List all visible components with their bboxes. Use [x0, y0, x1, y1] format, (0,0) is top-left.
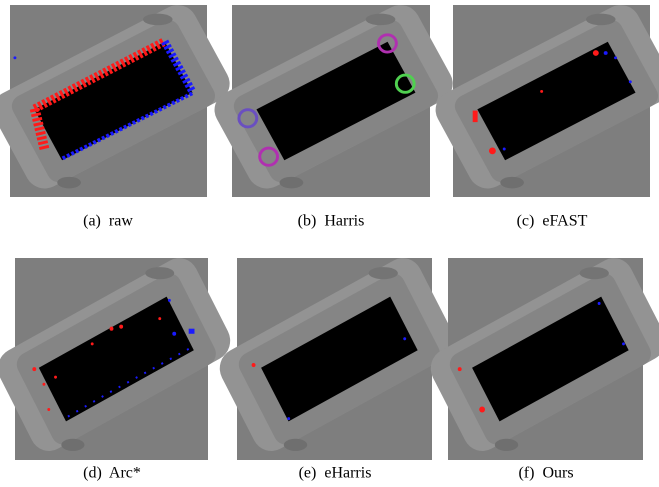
image-efast — [429, 0, 659, 197]
caption: (c) eFAST — [517, 213, 588, 230]
image-ours — [424, 251, 659, 460]
caption: (e) eHarris — [299, 465, 372, 482]
image-harris — [208, 0, 460, 197]
caption: (f) Ours — [518, 465, 573, 482]
caption: (d) Arc* — [83, 465, 141, 482]
figure: (a) raw (b) Harris (c) eFAST (d) Arc* (e… — [0, 0, 659, 487]
image-raw — [0, 0, 237, 197]
image-eharris — [213, 251, 461, 460]
image-arc — [0, 251, 237, 460]
caption: (b) Harris — [298, 213, 365, 230]
caption: (a) raw — [83, 213, 133, 230]
figure-canvas: (a) raw (b) Harris (c) eFAST (d) Arc* (e… — [0, 0, 659, 487]
